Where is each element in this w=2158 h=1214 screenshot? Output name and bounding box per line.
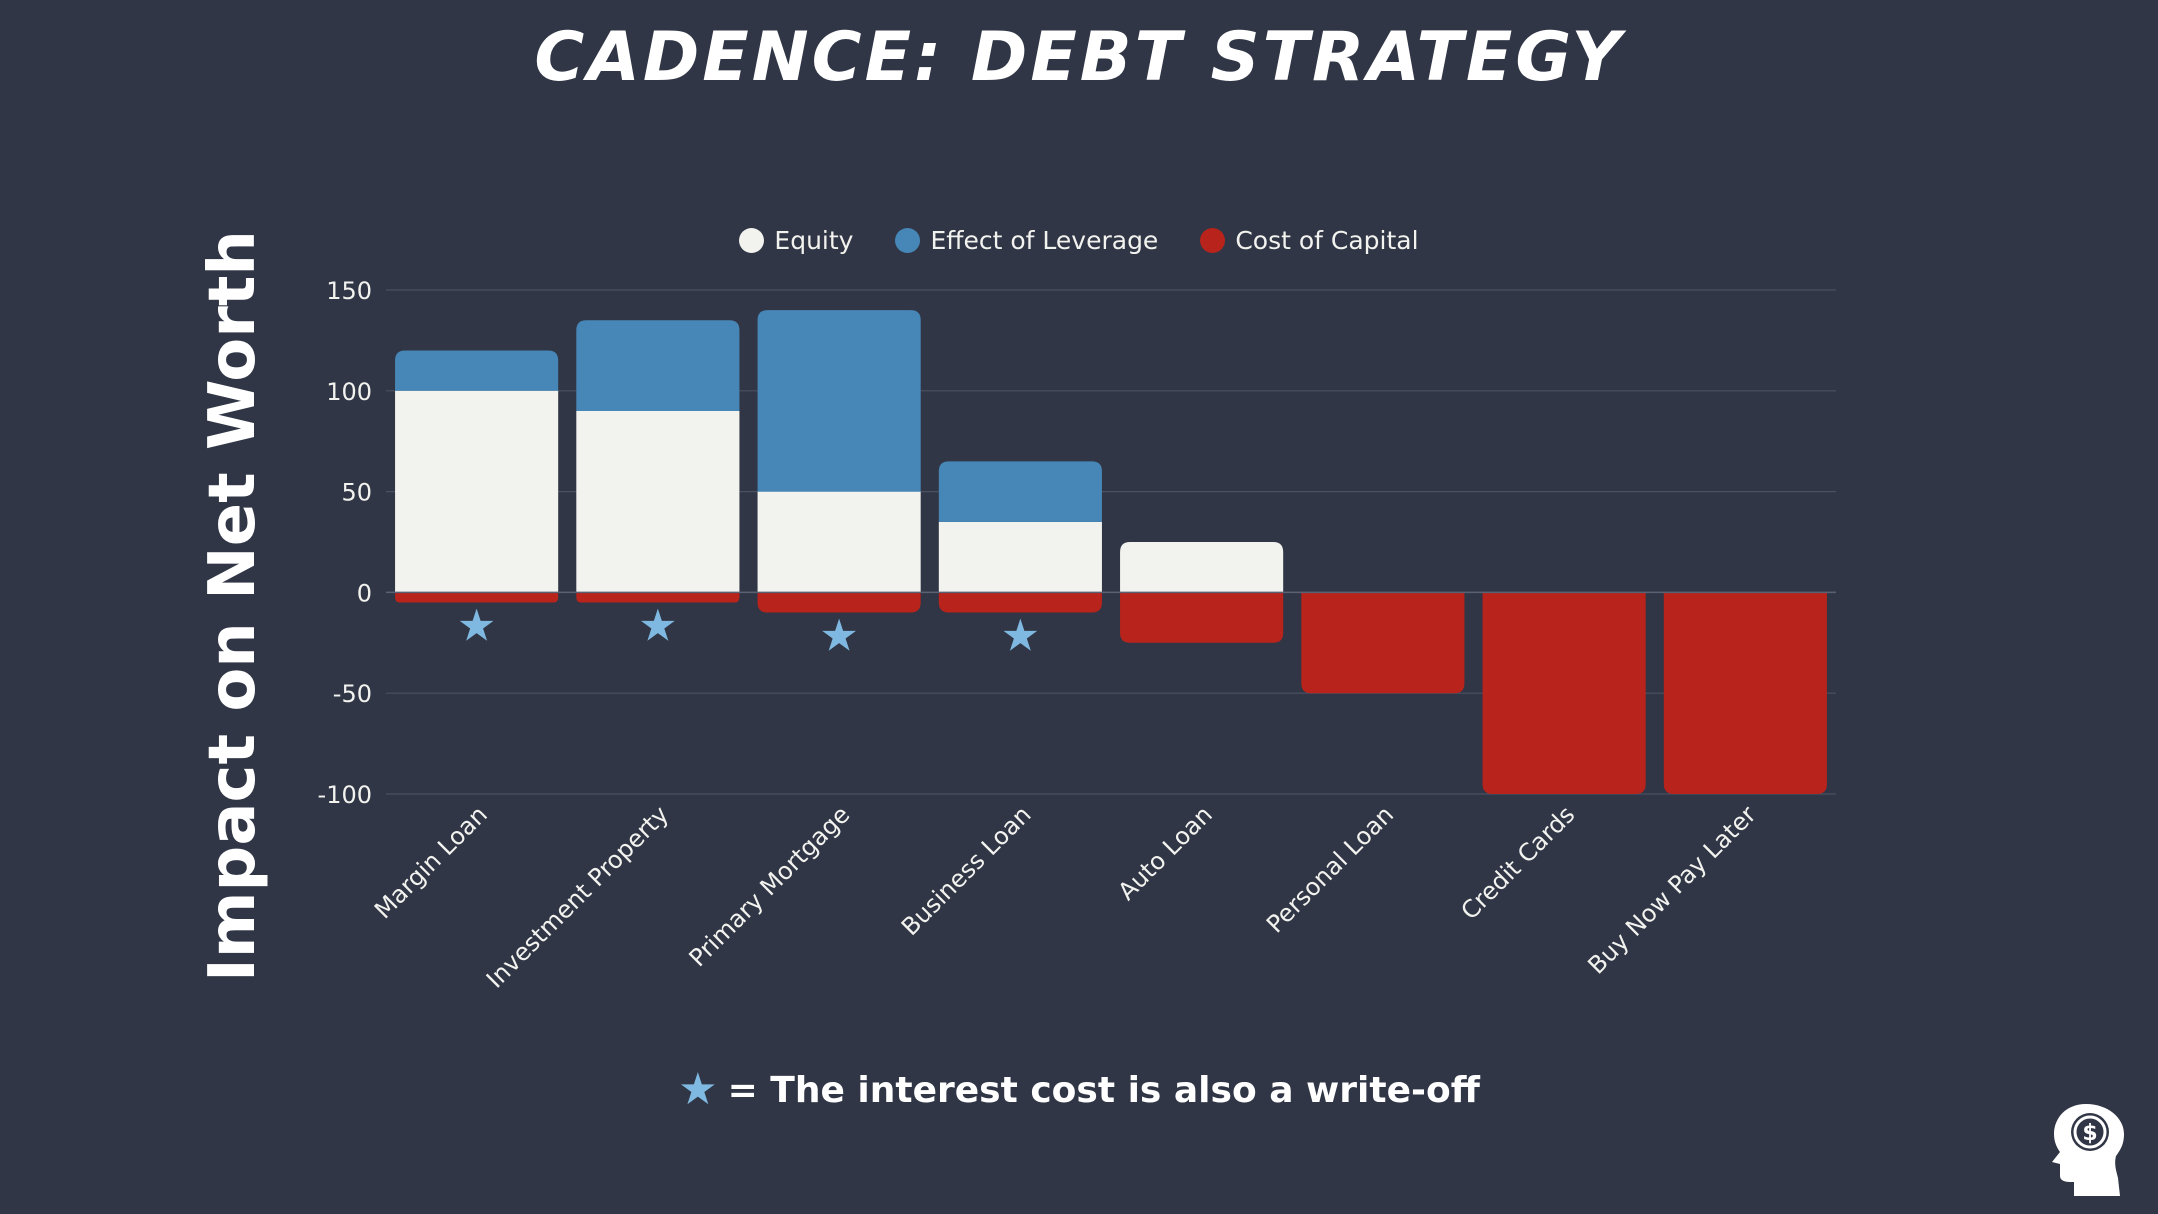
legend-swatch (1200, 228, 1226, 253)
bar-leverage (576, 320, 740, 411)
star-icon: ★ (638, 600, 677, 651)
y-tick-label: -100 (318, 781, 372, 809)
legend-swatch (895, 228, 921, 253)
bar-equity (938, 521, 1102, 593)
x-tick-label: Auto Loan (1113, 800, 1218, 905)
legend-label: Effect of Leverage (930, 226, 1159, 255)
legend-item: Effect of Leverage (895, 226, 1158, 255)
x-tick-label: Primary Mortgage (684, 800, 856, 972)
x-tick-label: Personal Loan (1261, 800, 1399, 938)
bar-cost (1120, 592, 1284, 643)
x-tick-label: Credit Cards (1456, 800, 1581, 925)
bar-cost (1663, 592, 1827, 794)
bar-cost (395, 592, 559, 603)
bar-cost (1301, 592, 1465, 694)
bar-cost (938, 592, 1102, 613)
bar-leverage (938, 461, 1102, 522)
bar-leverage (395, 350, 559, 391)
legend-item: Equity (739, 226, 853, 255)
y-tick-label: 150 (326, 277, 372, 305)
star-icon: ★ (678, 1064, 718, 1115)
svg-text:$: $ (2082, 1121, 2097, 1146)
star-icon: ★ (1001, 611, 1040, 662)
bar-cost (1482, 592, 1646, 794)
x-tick-label: Buy Now Pay Later (1582, 800, 1761, 979)
y-tick-label: 50 (341, 479, 372, 507)
bar-equity (576, 410, 740, 593)
legend-label: Cost of Capital (1235, 226, 1419, 255)
bar-leverage (757, 310, 921, 492)
y-tick-label: 0 (357, 579, 372, 607)
bar-cost (576, 592, 740, 603)
legend-swatch (739, 228, 765, 253)
y-tick-label: 100 (326, 378, 372, 406)
star-icon: ★ (457, 600, 496, 651)
chart-title: CADENCE: DEBT STRATEGY (534, 18, 1624, 97)
bar-equity (757, 491, 921, 593)
x-tick-label: Business Loan (896, 800, 1037, 941)
bar-equity (395, 390, 559, 593)
legend-label: Equity (774, 226, 854, 255)
x-tick-label: Margin Loan (369, 800, 493, 924)
x-tick-label: Investment Property (481, 800, 674, 993)
bar-equity (1120, 542, 1284, 593)
legend: Equity Effect of Leverage Cost of Capital (0, 226, 2158, 255)
head-dollar-icon: $ (2052, 1104, 2124, 1196)
legend-item: Cost of Capital (1200, 226, 1419, 255)
bar-cost (757, 592, 921, 613)
footnote-text: = The interest cost is also a write-off (727, 1069, 1480, 1111)
star-icon: ★ (819, 611, 858, 662)
y-tick-label: -50 (333, 680, 372, 708)
footnote: ★ = The interest cost is also a write-of… (0, 1068, 2158, 1112)
